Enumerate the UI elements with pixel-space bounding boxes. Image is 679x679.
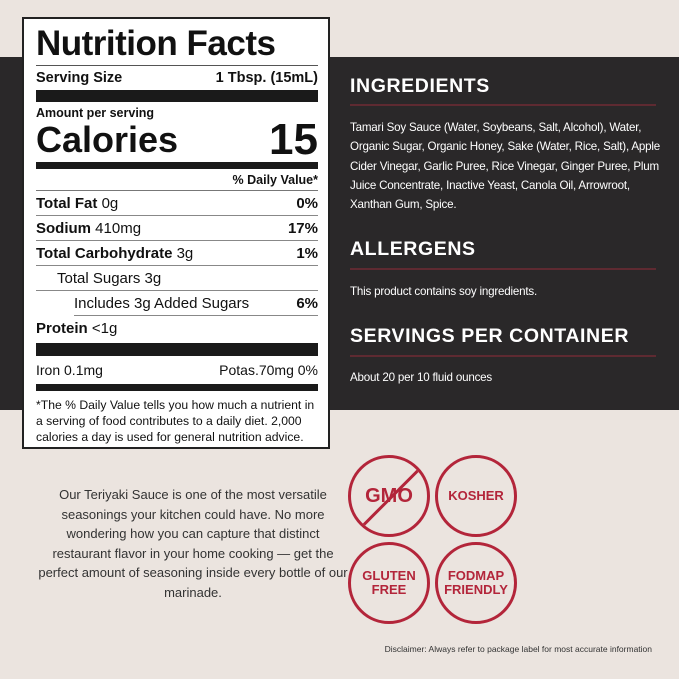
nutrient-row-carbohydrate: Total Carbohydrate 3g 1%	[36, 241, 318, 266]
calories-label: Calories	[36, 119, 179, 160]
serving-size-row: Serving Size 1 Tbsp. (15mL)	[36, 66, 318, 90]
potassium: Potas.70mg 0%	[219, 362, 318, 378]
thick-divider	[36, 343, 318, 356]
iron: Iron 0.1mg	[36, 362, 103, 378]
nutrient-row-sodium: Sodium 410mg 17%	[36, 216, 318, 241]
allergens-text: This product contains soy ingredients.	[350, 285, 538, 298]
ingredients-text: Tamari Soy Sauce (Water, Soybeans, Salt,…	[350, 121, 660, 212]
serving-size-label: Serving Size	[36, 70, 123, 86]
nutrition-title: Nutrition Facts	[36, 23, 318, 66]
kosher-badge: KOSHER	[435, 455, 517, 537]
allergens-heading: ALLERGENS	[350, 238, 476, 260]
ingredients-heading: INGREDIENTS	[350, 75, 490, 97]
calories-row: Calories 15	[36, 115, 318, 164]
nutrient-row-protein: Protein <1g	[36, 320, 118, 337]
nutrient-row-fat: Total Fat 0g 0%	[36, 191, 318, 216]
serving-size-value: 1 Tbsp. (15mL)	[215, 70, 318, 86]
servings-text: About 20 per 10 fluid ounces	[350, 371, 493, 384]
non-gmo-badge: GMO	[348, 455, 430, 537]
divider	[350, 355, 656, 357]
minerals-row: Iron 0.1mg Potas.70mg 0%	[36, 356, 318, 384]
disclaimer: Disclaimer: Always refer to package labe…	[384, 644, 652, 654]
divider	[350, 104, 656, 106]
medium-divider	[36, 384, 318, 391]
fodmap-friendly-badge: FODMAP FRIENDLY	[435, 542, 517, 624]
footnote: *The % Daily Value tells you how much a …	[36, 398, 315, 444]
calories-value: 15	[269, 115, 318, 164]
divider	[350, 268, 656, 270]
servings-heading: SERVINGS PER CONTAINER	[350, 325, 630, 347]
amount-per-serving: Amount per serving	[36, 106, 155, 120]
nutrient-row-added-sugars: Includes 3g Added Sugars 6%	[74, 291, 318, 316]
nutrition-facts-label: Nutrition Facts Serving Size 1 Tbsp. (15…	[22, 17, 330, 449]
medium-divider	[36, 162, 318, 169]
nutrient-row-sugars: Total Sugars 3g	[36, 266, 318, 291]
daily-value-header: % Daily Value*	[36, 169, 318, 191]
gluten-free-badge: GLUTEN FREE	[348, 542, 430, 624]
thick-divider	[36, 90, 318, 102]
product-description: Our Teriyaki Sauce is one of the most ve…	[38, 487, 348, 600]
